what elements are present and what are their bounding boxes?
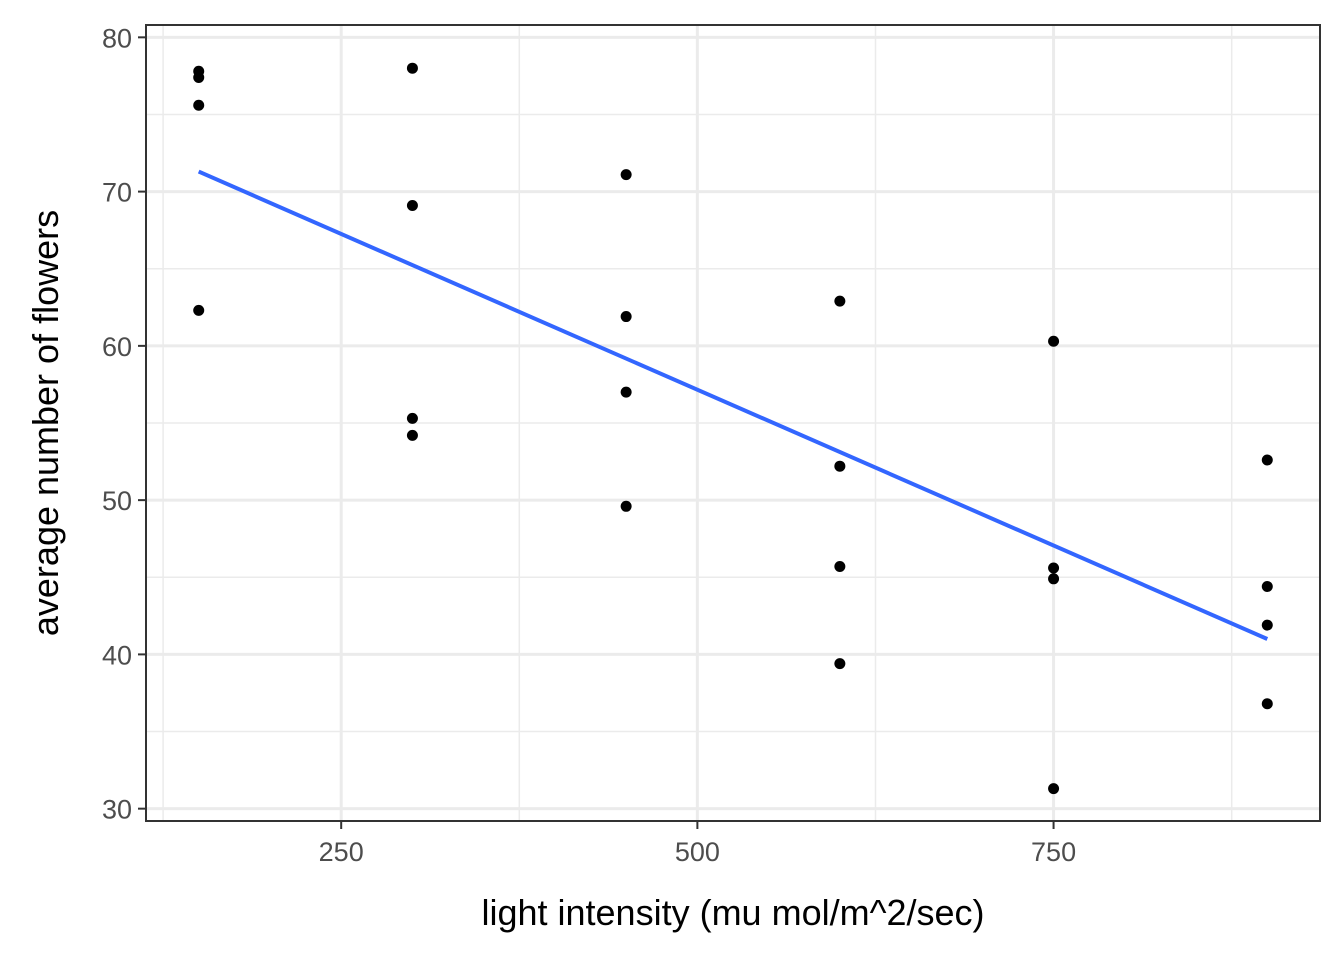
data-point [834,295,846,307]
data-point [1048,783,1060,795]
data-point [620,500,632,512]
y-tick-label: 70 [102,178,132,208]
data-points [193,62,1273,795]
y-tick-label: 30 [102,795,132,825]
y-axis-tick-labels: 30 40 50 60 70 80 [102,23,132,824]
data-point [1048,573,1060,585]
data-point [193,71,205,83]
x-axis-title: light intensity (mu mol/m^2/sec) [481,892,984,933]
trend-line [197,169,1269,641]
data-point [406,429,418,441]
data-point [1261,619,1273,631]
y-tick-label: 60 [102,332,132,362]
data-point [193,99,205,111]
y-axis-title: average number of flowers [25,210,66,636]
y-tick-label: 50 [102,486,132,516]
data-point [406,412,418,424]
x-tick-label: 750 [1031,837,1076,867]
y-tick-label: 40 [102,640,132,670]
panel-border [145,24,1321,822]
data-point [406,199,418,211]
x-tick-label: 250 [319,837,364,867]
data-point [620,386,632,398]
data-point [1261,698,1273,710]
data-point [620,311,632,323]
data-point [1048,562,1060,574]
data-point [1261,581,1273,593]
x-axis-tick-labels: 250 500 750 [319,837,1076,867]
x-tick-label: 500 [675,837,720,867]
data-point [1261,454,1273,466]
axis-ticks [138,36,1055,829]
data-point [1048,335,1060,347]
data-point [193,304,205,316]
data-point [406,62,418,74]
data-point [834,658,846,670]
data-point [620,169,632,181]
trend-line-layer [197,169,1269,641]
data-point [834,460,846,472]
y-tick-label: 80 [102,23,132,53]
data-point [834,560,846,572]
grid-lines [146,25,1320,821]
